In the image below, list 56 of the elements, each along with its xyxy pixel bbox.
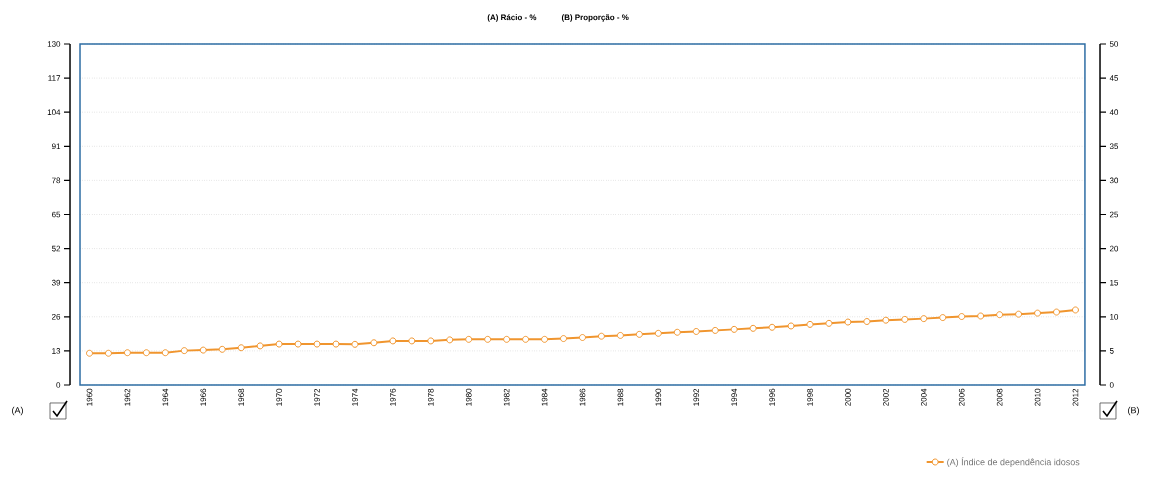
point (370, 339, 378, 347)
point (313, 340, 321, 348)
point (882, 316, 890, 324)
point (806, 320, 814, 328)
point (218, 345, 226, 353)
text: (B) (1128, 406, 1139, 416)
point (522, 335, 530, 343)
point (465, 335, 473, 343)
point (692, 327, 700, 335)
point (920, 315, 928, 323)
point (768, 323, 776, 331)
point (844, 318, 852, 326)
point (635, 330, 643, 338)
point (597, 332, 605, 340)
point (654, 329, 662, 337)
point (389, 337, 397, 345)
point (958, 313, 966, 321)
point (180, 347, 188, 355)
point (711, 326, 719, 334)
point (104, 349, 112, 357)
point (939, 314, 947, 322)
point (332, 340, 340, 348)
point (161, 349, 169, 357)
point (560, 335, 568, 343)
point (901, 315, 909, 323)
point (503, 335, 511, 343)
point (351, 340, 359, 348)
point (825, 319, 833, 327)
text: (A) (12, 406, 23, 416)
point (123, 349, 131, 357)
point (749, 324, 757, 332)
point (294, 340, 302, 348)
point (256, 342, 264, 350)
point (237, 344, 245, 352)
point (863, 318, 871, 325)
point (1034, 309, 1042, 317)
point (1053, 308, 1060, 316)
legend-label: (A) Índice de dependência idosos (947, 457, 1080, 467)
point (86, 349, 93, 357)
point (427, 337, 435, 345)
point (977, 312, 985, 320)
point (1015, 310, 1023, 318)
point (616, 331, 624, 339)
point (578, 334, 586, 341)
point (408, 337, 416, 345)
point (996, 311, 1004, 319)
point (673, 328, 681, 336)
point (142, 349, 150, 357)
point (199, 346, 207, 354)
point (1071, 306, 1079, 314)
point (275, 340, 283, 348)
point (446, 336, 454, 344)
point (730, 325, 738, 333)
point (541, 335, 549, 343)
point (484, 335, 492, 343)
point (787, 322, 795, 330)
